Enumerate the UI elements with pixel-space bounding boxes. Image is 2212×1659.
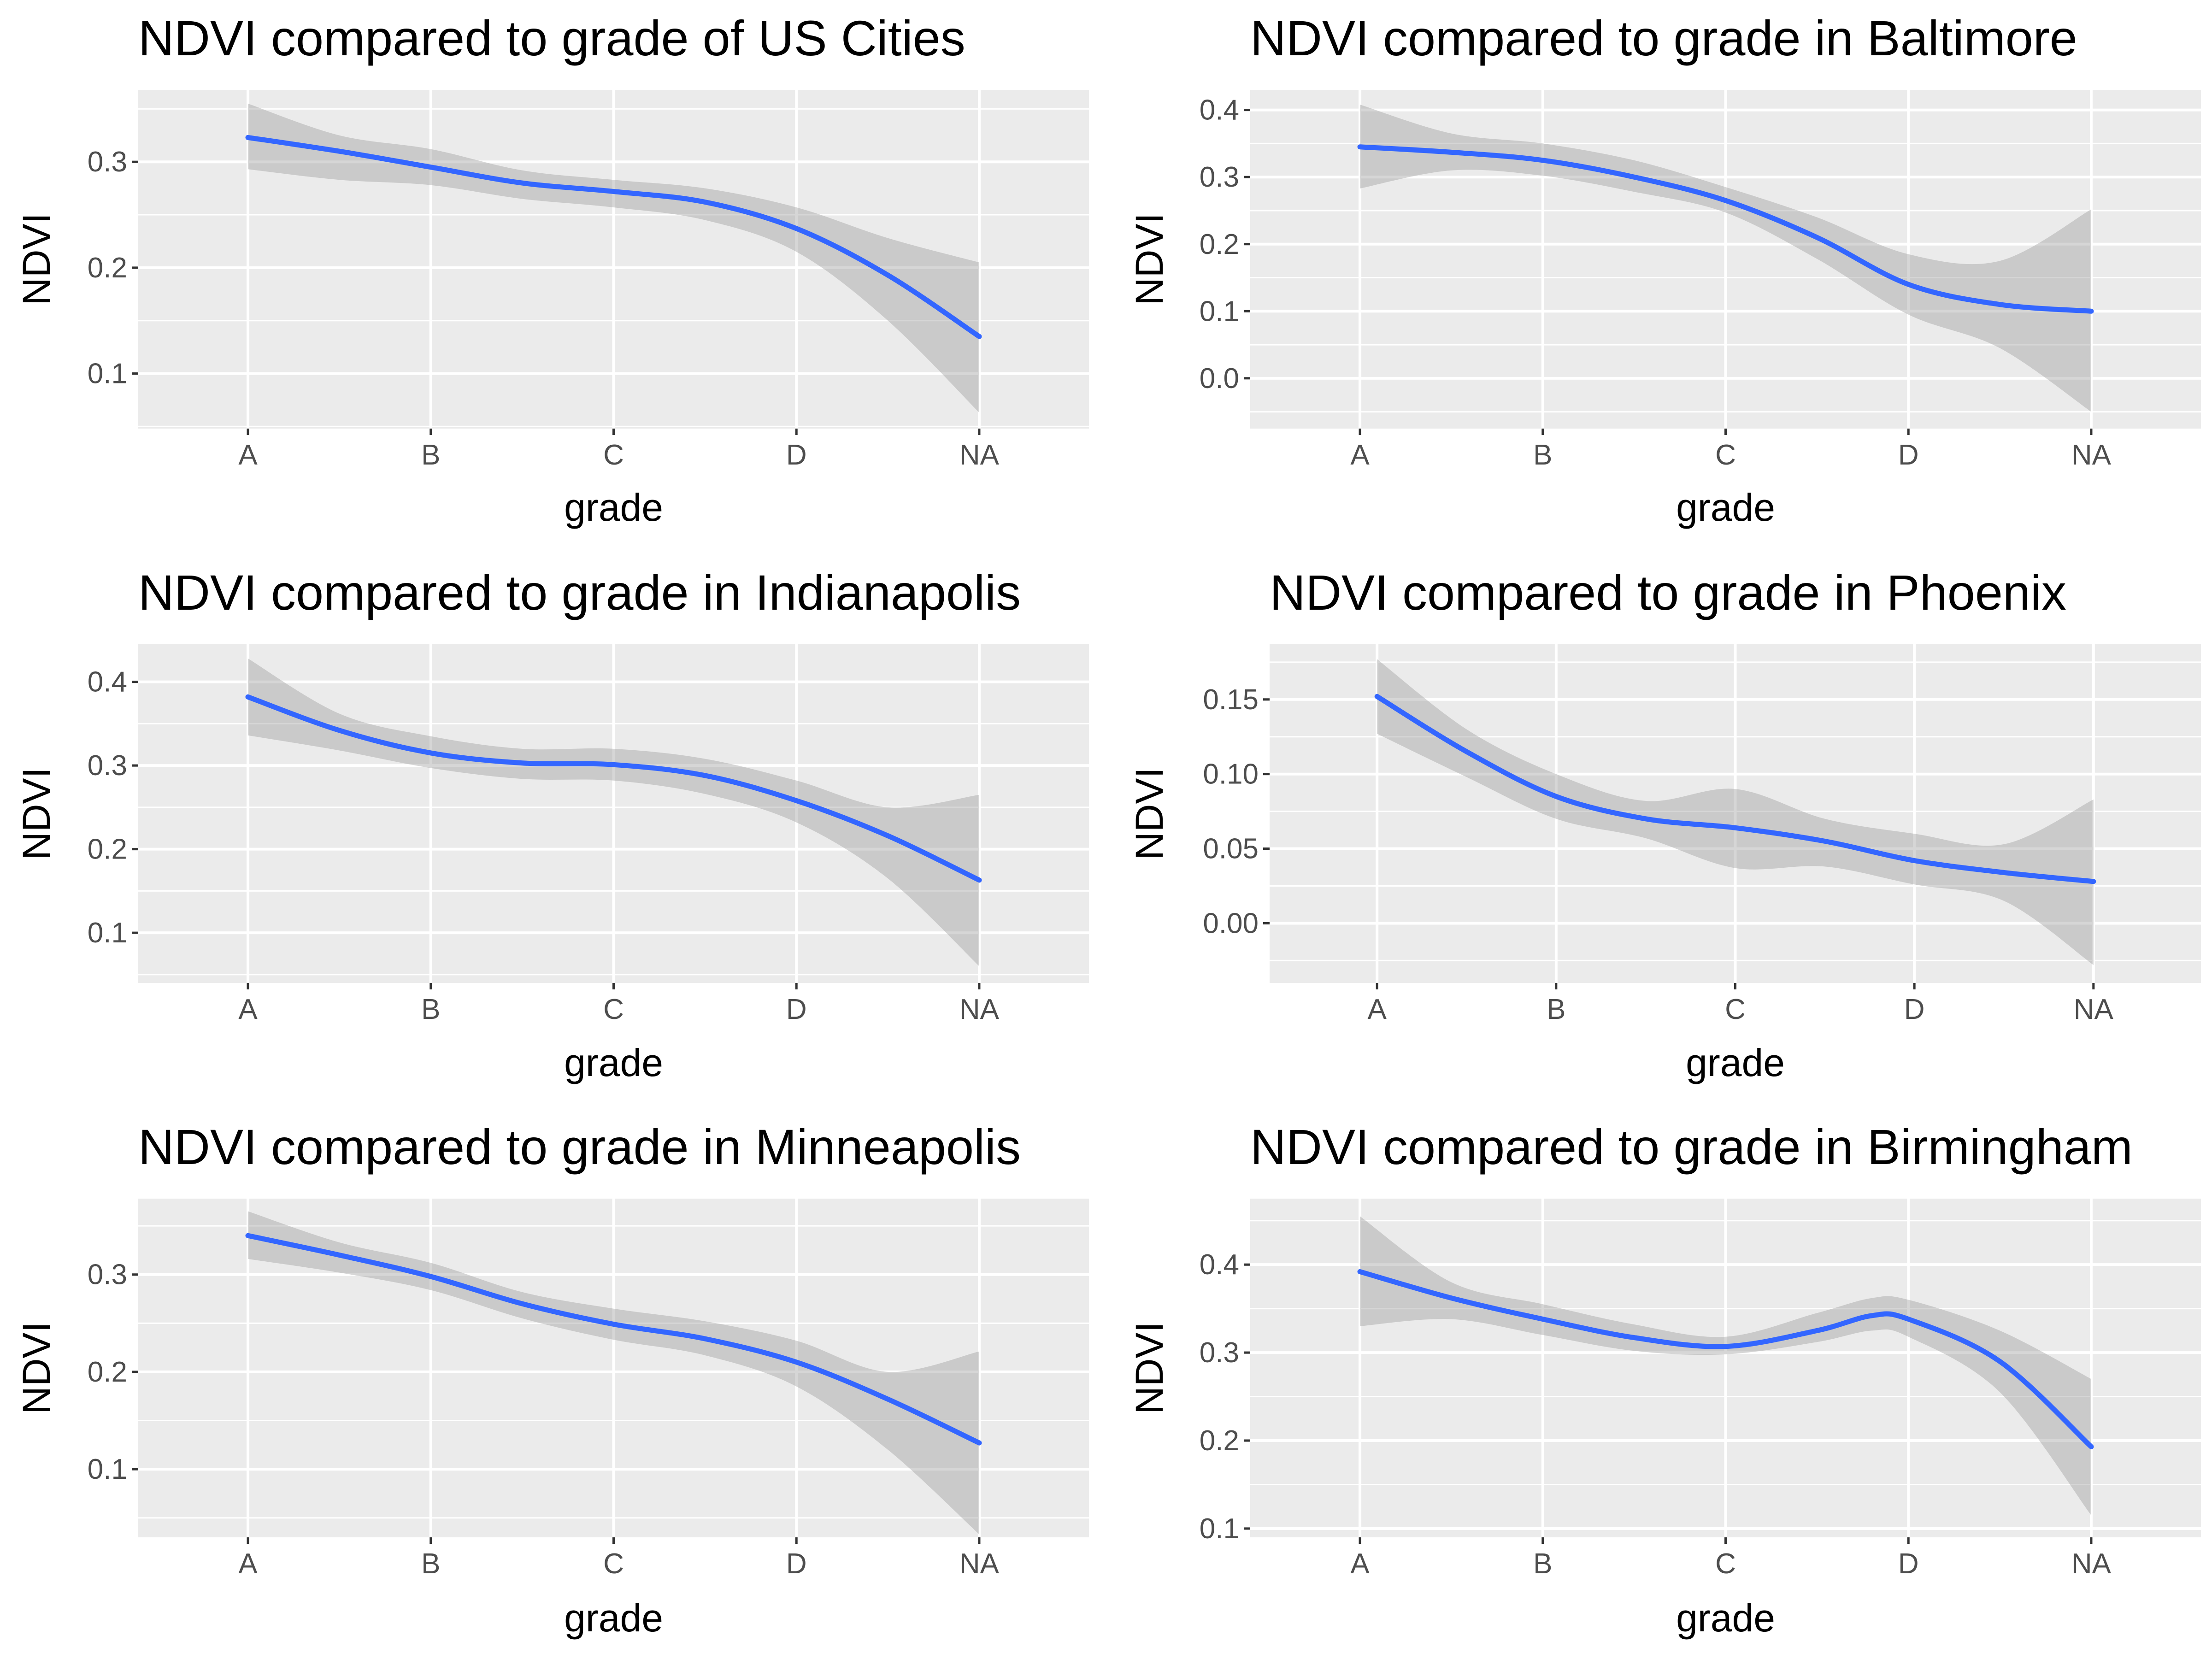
x-axis-title: grade bbox=[564, 1041, 663, 1084]
x-tick-label: A bbox=[238, 1548, 258, 1580]
y-tick-label: 0.15 bbox=[1203, 684, 1259, 716]
y-axis-title: NDVI bbox=[1128, 213, 1171, 306]
x-tick-label: C bbox=[603, 994, 624, 1025]
y-tick-label: 0.4 bbox=[88, 666, 127, 698]
confidence-band bbox=[248, 1211, 979, 1535]
x-tick-label: NA bbox=[2074, 994, 2114, 1025]
smooth-line bbox=[1357, 144, 2094, 314]
y-tick-label: 0.05 bbox=[1203, 833, 1259, 865]
y-axis-title: NDVI bbox=[1128, 767, 1171, 860]
y-tick-label: 0.1 bbox=[88, 1453, 127, 1485]
x-axis-title: grade bbox=[564, 1596, 663, 1640]
x-tick-label: C bbox=[1715, 439, 1736, 471]
x-tick-label: NA bbox=[2071, 1548, 2112, 1580]
y-tick-label: 0.00 bbox=[1203, 907, 1259, 939]
x-tick-label: B bbox=[1533, 1548, 1552, 1580]
x-tick-label: D bbox=[786, 994, 807, 1025]
confidence-band bbox=[1360, 105, 2091, 412]
x-tick-label: D bbox=[786, 1548, 807, 1580]
y-tick-label: 0.3 bbox=[88, 146, 127, 178]
y-axis-title: NDVI bbox=[15, 1322, 58, 1414]
x-tick-label: B bbox=[421, 994, 440, 1025]
y-tick-label: 0.4 bbox=[1200, 94, 1239, 126]
smooth-line bbox=[1374, 694, 2096, 884]
chart-panel-1: 0.1 0.2 0.3 A B C D NA NDVI compared to grade of… bbox=[15, 10, 1089, 529]
x-tick-label: NA bbox=[959, 439, 1000, 471]
x-tick-label: A bbox=[1350, 1548, 1370, 1580]
y-tick-label: 0.4 bbox=[1200, 1249, 1239, 1281]
x-tick-label: D bbox=[786, 439, 807, 471]
y-tick-label: 0.1 bbox=[1200, 1513, 1239, 1545]
y-tick-label: 0.1 bbox=[88, 358, 127, 390]
chart-panel-3: 0.1 0.2 0.3 0.4 A B C D NA NDVI compared to grade… bbox=[15, 565, 1089, 1084]
y-tick-label: 0.3 bbox=[88, 750, 127, 782]
chart-panel-2: 0.0 0.1 0.2 0.3 0.4 A B C D NA NDVI compared to gr… bbox=[1128, 10, 2201, 529]
chart-title: NDVI compared to grade in Birmingham bbox=[1250, 1119, 2133, 1175]
x-tick-label: D bbox=[1898, 439, 1919, 471]
smooth-line bbox=[245, 135, 982, 339]
y-tick-label: 0.3 bbox=[88, 1259, 127, 1291]
y-tick-label: 0.2 bbox=[1200, 229, 1239, 260]
y-tick-label: 0.2 bbox=[88, 252, 127, 284]
x-tick-label: A bbox=[238, 439, 258, 471]
chart-title: NDVI compared to grade of US Cities bbox=[138, 10, 965, 66]
y-tick-label: 0.2 bbox=[88, 1356, 127, 1388]
smooth-line bbox=[1357, 1269, 2094, 1449]
chart-panel-6: 0.1 0.2 0.3 0.4 A B C D NA NDVI compared to grade… bbox=[1128, 1119, 2201, 1640]
chart-title: NDVI compared to grade in Baltimore bbox=[1250, 10, 2077, 66]
y-tick-label: 0.3 bbox=[1200, 1337, 1239, 1369]
y-tick-label: 0.0 bbox=[1200, 363, 1239, 394]
x-tick-label: C bbox=[603, 1548, 624, 1580]
x-axis-title: grade bbox=[1676, 1596, 1775, 1640]
x-tick-label: D bbox=[1904, 994, 1925, 1025]
smooth-line bbox=[245, 694, 982, 883]
chart-panel-5: 0.1 0.2 0.3 A B C D NA NDVI compared to grade in… bbox=[15, 1119, 1089, 1640]
y-tick-label: 0.2 bbox=[88, 834, 127, 865]
x-tick-label: C bbox=[1715, 1548, 1736, 1580]
x-tick-label: NA bbox=[2071, 439, 2112, 471]
x-tick-label: A bbox=[1350, 439, 1370, 471]
confidence-band bbox=[1377, 659, 2094, 965]
chart-title: NDVI compared to grade in Phoenix bbox=[1270, 565, 2066, 620]
chart-title: NDVI compared to grade in Minneapolis bbox=[138, 1119, 1021, 1175]
y-tick-label: 0.1 bbox=[1200, 295, 1239, 327]
y-axis-title: NDVI bbox=[15, 767, 58, 860]
y-tick-label: 0.2 bbox=[1200, 1425, 1239, 1457]
x-tick-label: NA bbox=[959, 994, 1000, 1025]
x-tick-label: A bbox=[238, 994, 258, 1025]
y-axis-title: NDVI bbox=[1128, 1322, 1171, 1414]
y-tick-label: 0.3 bbox=[1200, 161, 1239, 193]
x-tick-label: D bbox=[1898, 1548, 1919, 1580]
x-tick-label: B bbox=[421, 439, 440, 471]
x-tick-label: C bbox=[603, 439, 624, 471]
chart-panel-4: 0.00 0.05 0.10 0.15 A B C D NA NDVI compared to g… bbox=[1128, 565, 2201, 1084]
x-axis-title: grade bbox=[1686, 1041, 1785, 1084]
y-axis-title: NDVI bbox=[15, 213, 58, 306]
x-tick-label: A bbox=[1368, 994, 1387, 1025]
x-tick-label: B bbox=[1547, 994, 1565, 1025]
smooth-line bbox=[245, 1233, 982, 1446]
y-tick-label: 0.10 bbox=[1203, 759, 1259, 790]
x-axis-title: grade bbox=[564, 486, 663, 529]
x-tick-label: B bbox=[1533, 439, 1552, 471]
chart-title: NDVI compared to grade in Indianapolis bbox=[138, 565, 1021, 620]
x-tick-label: NA bbox=[959, 1548, 1000, 1580]
y-tick-label: 0.1 bbox=[88, 917, 127, 949]
confidence-band bbox=[248, 103, 979, 413]
x-tick-label: C bbox=[1725, 994, 1746, 1025]
x-tick-label: B bbox=[421, 1548, 440, 1580]
x-axis-title: grade bbox=[1676, 486, 1775, 529]
